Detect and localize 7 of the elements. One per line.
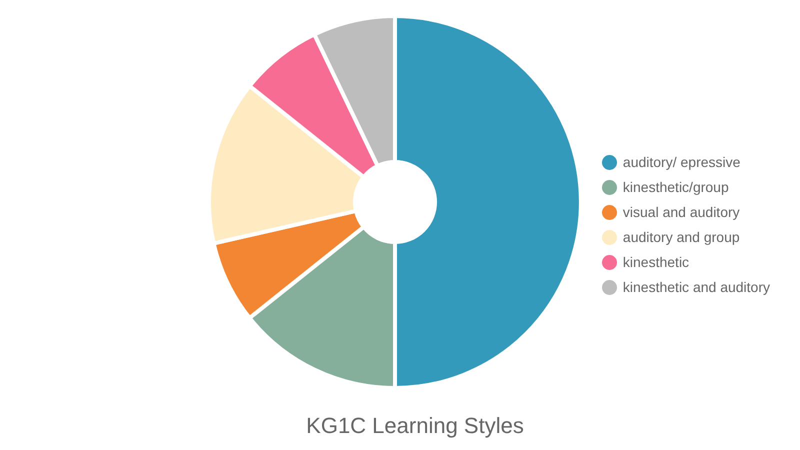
legend-label: kinesthetic xyxy=(622,254,690,270)
text: KG1C Learning Styles xyxy=(306,413,524,438)
legend-label: kinesthetic/group xyxy=(622,179,729,195)
legend-label: kinesthetic and auditory xyxy=(622,279,770,295)
legend-label: auditory and group xyxy=(622,229,740,245)
legend-label: visual and auditory xyxy=(622,204,740,220)
legend-label: auditory/ epressive xyxy=(622,154,740,170)
